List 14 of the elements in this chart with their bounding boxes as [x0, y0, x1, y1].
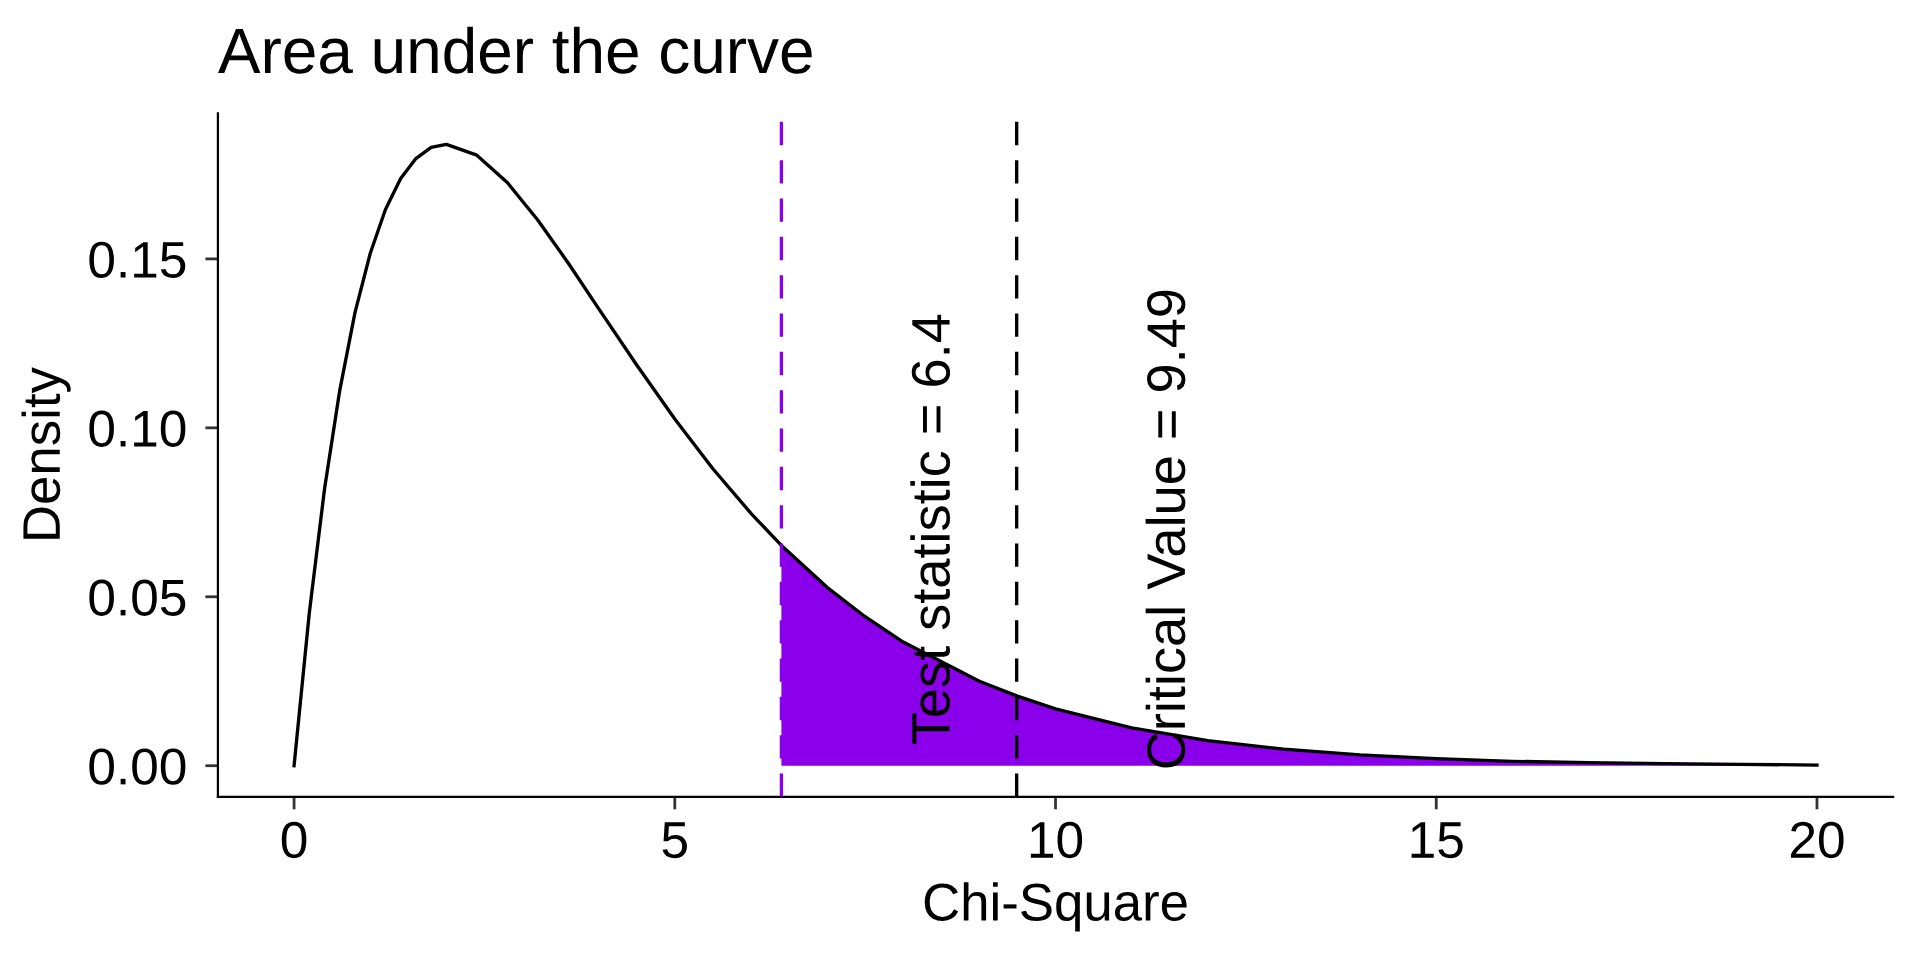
- y-tick-label: 0.05: [89, 579, 186, 616]
- annotation: Test statistic = 6.4: [910, 314, 951, 744]
- y-tick-label: 0.00: [89, 748, 186, 785]
- y-tick-label: 0.15: [89, 241, 186, 279]
- y-axis-title: Density: [21, 367, 71, 539]
- x-axis-title: Chi-Square: [924, 882, 1187, 932]
- x-tick-label: 0: [281, 821, 307, 859]
- y-tick-label: 0.10: [89, 410, 186, 447]
- x-tick-label: 5: [662, 822, 687, 859]
- x-tick-label: 20: [1790, 821, 1844, 859]
- chart-title: Area under the curve: [218, 26, 812, 74]
- x-tick-label: 10: [1030, 821, 1083, 859]
- x-tick-label: 15: [1411, 822, 1463, 859]
- annotation: Critical Value = 9.49: [1145, 290, 1186, 768]
